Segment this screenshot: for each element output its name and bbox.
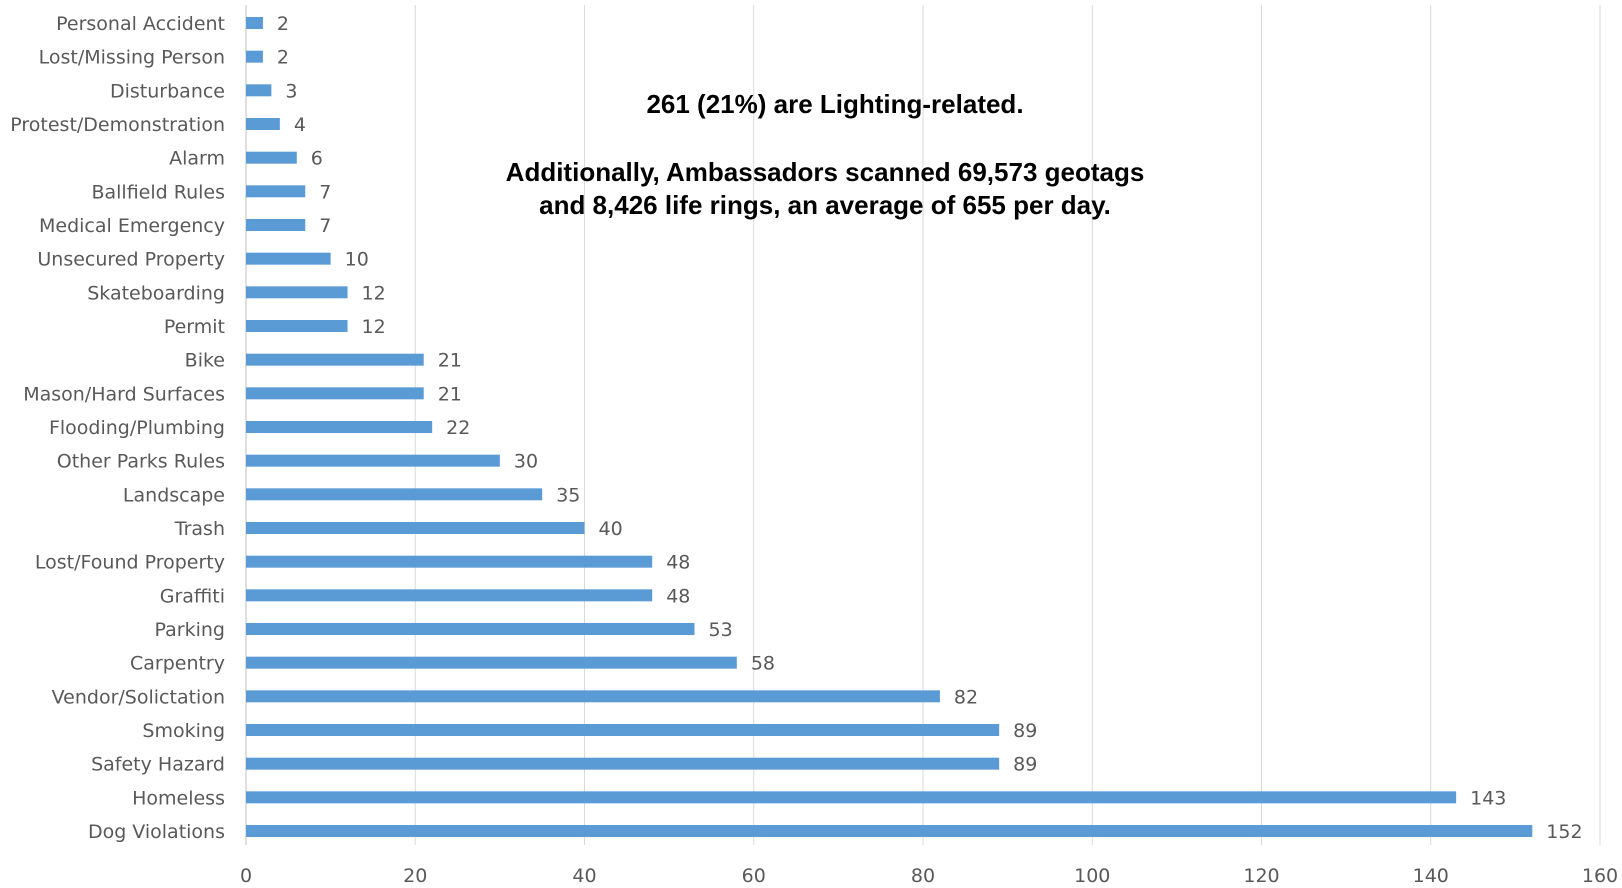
data-label: 7: [319, 215, 331, 237]
category-label: Lost/Missing Person: [39, 47, 225, 69]
data-label: 3: [285, 80, 297, 102]
bar: [246, 589, 653, 602]
category-label: Skateboarding: [87, 282, 225, 304]
data-label: 40: [599, 518, 623, 540]
scans-annotation: Additionally, Ambassadors scanned 69,573…: [505, 157, 1145, 220]
data-label: 7: [319, 181, 331, 203]
data-label: 53: [709, 619, 733, 641]
category-label: Medical Emergency: [39, 215, 225, 237]
bar: [246, 387, 424, 400]
category-label: Bike: [185, 350, 225, 372]
bar: [246, 656, 737, 669]
data-label: 6: [311, 148, 323, 170]
category-label: Smoking: [142, 720, 225, 742]
data-label: 143: [1470, 787, 1506, 809]
data-label: 12: [362, 316, 386, 338]
x-tick-label: 80: [911, 865, 935, 887]
x-tick-label: 100: [1074, 865, 1110, 887]
data-label: 21: [438, 350, 462, 372]
category-label: Flooding/Plumbing: [49, 417, 225, 439]
data-label: 89: [1013, 720, 1037, 742]
bar: [246, 724, 1000, 736]
category-label: Alarm: [169, 148, 225, 170]
bar: [246, 825, 1533, 837]
category-label: Mason/Hard Surfaces: [23, 383, 225, 405]
category-labels: Personal Accident Lost/Missing Person Dist…: [10, 13, 225, 843]
x-tick-label: 0: [240, 865, 252, 887]
bars: [246, 17, 1533, 837]
bar: [246, 690, 940, 703]
data-label: 82: [954, 686, 978, 708]
data-label: 48: [666, 585, 690, 607]
bar: [246, 555, 653, 568]
category-label: Parking: [155, 619, 225, 641]
gridlines: [245, 5, 1601, 845]
bar: [246, 421, 433, 433]
category-label: Graffiti: [160, 585, 225, 607]
bar: [246, 286, 348, 299]
bar: [246, 454, 500, 467]
bar: [246, 84, 272, 97]
x-axis-tick-labels: 0 20 40 60 80 100 120 140 160: [240, 865, 1618, 887]
bar: [246, 488, 543, 501]
data-label: 4: [294, 114, 306, 136]
category-label: Trash: [174, 518, 225, 540]
data-label: 21: [438, 383, 462, 405]
bar: [246, 353, 424, 366]
category-label: Permit: [164, 316, 225, 338]
x-tick-label: 140: [1413, 865, 1449, 887]
category-label: Landscape: [123, 484, 225, 506]
category-label: Other Parks Rules: [57, 451, 225, 473]
category-label: Carpentry: [130, 653, 225, 675]
bar: [246, 522, 585, 534]
bar: [246, 219, 306, 231]
category-label: Unsecured Property: [37, 249, 225, 271]
bar: [246, 118, 280, 130]
bar: [246, 623, 695, 635]
category-label: Vendor/Solictation: [52, 686, 225, 708]
bar: [246, 17, 263, 29]
data-label: 10: [345, 249, 369, 271]
bar: [246, 791, 1457, 804]
data-label: 12: [362, 282, 386, 304]
data-label: 89: [1013, 754, 1037, 776]
bar: [246, 320, 348, 332]
category-label: Personal Accident: [56, 13, 225, 35]
bar: [246, 252, 331, 265]
data-label: 48: [666, 552, 690, 574]
data-label: 35: [556, 484, 580, 506]
x-tick-label: 120: [1243, 865, 1279, 887]
category-label: Dog Violations: [88, 821, 225, 843]
category-label: Disturbance: [110, 80, 225, 102]
lighting-annotation: 261 (21%) are Lighting-related.: [646, 89, 1024, 119]
category-label: Safety Hazard: [91, 754, 225, 776]
data-label: 2: [277, 47, 289, 69]
x-tick-label: 160: [1582, 865, 1618, 887]
category-label: Lost/Found Property: [35, 552, 225, 574]
data-labels: 2234677101212212122303540484853588289891…: [277, 13, 1583, 843]
bar: [246, 50, 263, 63]
data-label: 22: [446, 417, 470, 439]
x-tick-label: 20: [403, 865, 427, 887]
x-tick-label: 60: [742, 865, 766, 887]
data-label: 152: [1546, 821, 1582, 843]
bar: [246, 757, 1000, 770]
bar: [246, 185, 306, 198]
x-tick-label: 40: [572, 865, 596, 887]
category-label: Homeless: [132, 787, 225, 809]
data-label: 30: [514, 451, 538, 473]
data-label: 2: [277, 13, 289, 35]
data-label: 58: [751, 653, 775, 675]
category-label: Ballfield Rules: [91, 181, 225, 203]
category-label: Protest/Demonstration: [10, 114, 225, 136]
bar: [246, 151, 297, 164]
